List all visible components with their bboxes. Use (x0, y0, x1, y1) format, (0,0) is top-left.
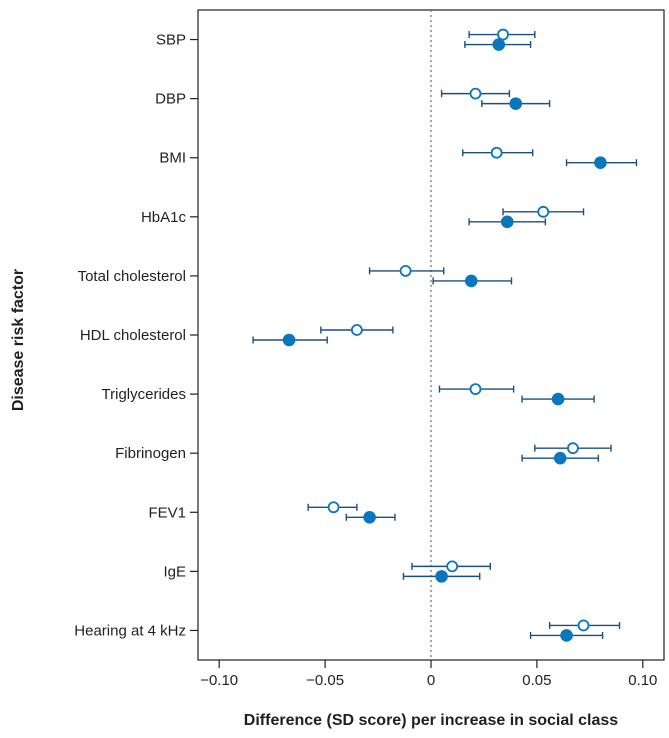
filled-point (509, 97, 523, 110)
y-axis-title: Disease risk factor (10, 269, 27, 411)
y-tick-label: Fibrinogen (115, 445, 186, 462)
data-marks (252, 28, 638, 642)
open-point (399, 265, 412, 277)
x-tick-label: −0.10 (200, 672, 238, 689)
filled-point (492, 38, 506, 51)
filled-point (282, 333, 296, 347)
y-tick-label: IgE (163, 563, 186, 580)
filled-point (435, 570, 448, 583)
y-tick-label: FEV1 (148, 504, 186, 521)
x-tick-label: 0 (427, 672, 435, 689)
open-point (567, 442, 579, 455)
filled-point (553, 451, 567, 465)
x-tick-label: −0.05 (306, 672, 344, 689)
x-tick-label: 0.10 (628, 672, 657, 689)
open-point (327, 501, 340, 514)
open-point (350, 324, 363, 336)
open-point (469, 87, 482, 100)
open-point (469, 383, 482, 395)
y-tick-label: Total cholesterol (78, 268, 186, 285)
open-point (446, 560, 459, 573)
open-point (537, 205, 550, 218)
y-tick-label: Hearing at 4 kHz (74, 622, 186, 639)
x-tick-label: 0.05 (522, 672, 551, 689)
filled-point (464, 274, 478, 288)
filled-point (500, 215, 514, 229)
open-point (490, 146, 503, 159)
y-tick-label: BMI (159, 150, 186, 167)
filled-point (560, 629, 573, 642)
y-tick-label: HbA1c (141, 209, 187, 226)
x-axis-title: Difference (SD score) per increase in so… (244, 712, 619, 729)
filled-point (363, 510, 376, 524)
y-tick-label: HDL cholesterol (80, 327, 186, 344)
y-tick-label: Triglycerides (102, 386, 186, 403)
open-point (577, 619, 590, 632)
filled-point (594, 156, 607, 170)
x-axis: −0.10 −0.05 0 0.05 0.10 (200, 660, 657, 689)
y-tick-label: SBP (156, 32, 186, 49)
y-tick-label: DBP (155, 91, 186, 108)
open-point (497, 28, 509, 41)
y-axis: SBP DBP BMI HbA1c Total cholesterol HDL chole… (74, 32, 198, 639)
filled-point (551, 392, 565, 406)
